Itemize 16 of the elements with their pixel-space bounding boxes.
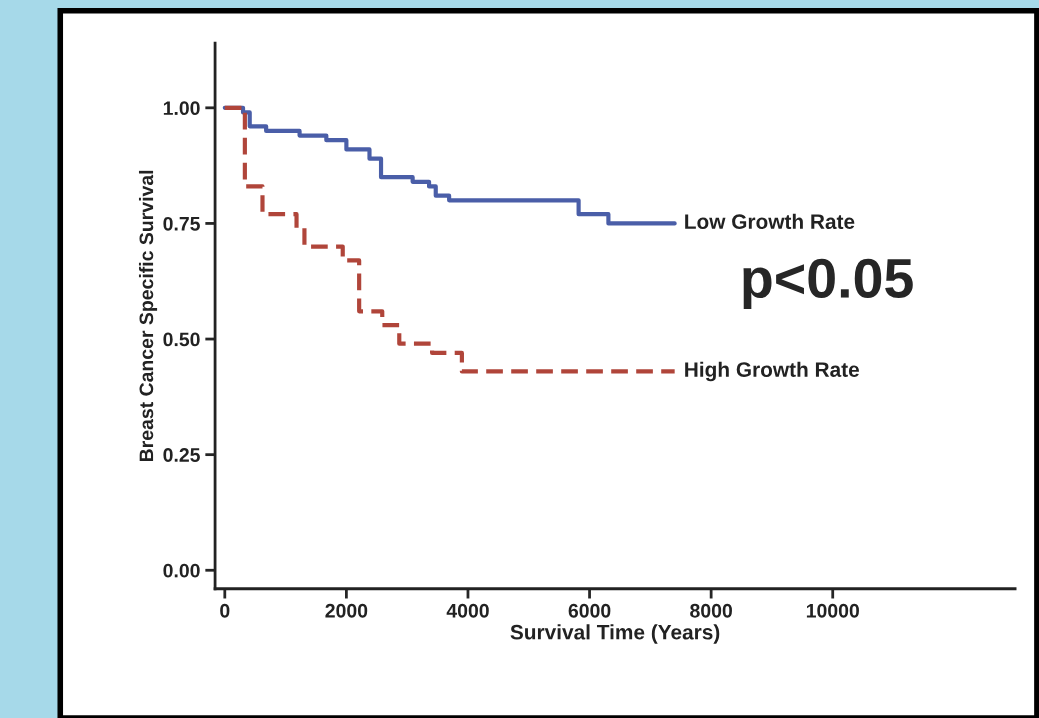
x-tick-label: 2000: [325, 603, 368, 618]
y-tick-label: 0.50: [163, 332, 200, 347]
y-tick-label: 0.25: [163, 448, 200, 462]
x-axis-title: Survival Time (Years): [510, 624, 720, 644]
x-tick-label: 0: [220, 603, 230, 618]
series-label: Low Growth Rate: [685, 213, 855, 230]
y-tick-label: 1.00: [163, 101, 200, 116]
series-label: High Growth Rate: [685, 361, 859, 382]
x-tick-label: 8000: [690, 603, 732, 618]
x-tick-label: 4000: [446, 603, 489, 618]
y-tick-label: 0.00: [163, 563, 200, 578]
x-tick-label: 6000: [568, 603, 611, 618]
y-axis-title: Breast Cancer Specific Survival: [138, 170, 158, 462]
y-tick-label: 0.75: [163, 216, 200, 231]
annotation: p<0.05: [743, 258, 913, 310]
x-tick-label: 10000: [806, 603, 859, 618]
